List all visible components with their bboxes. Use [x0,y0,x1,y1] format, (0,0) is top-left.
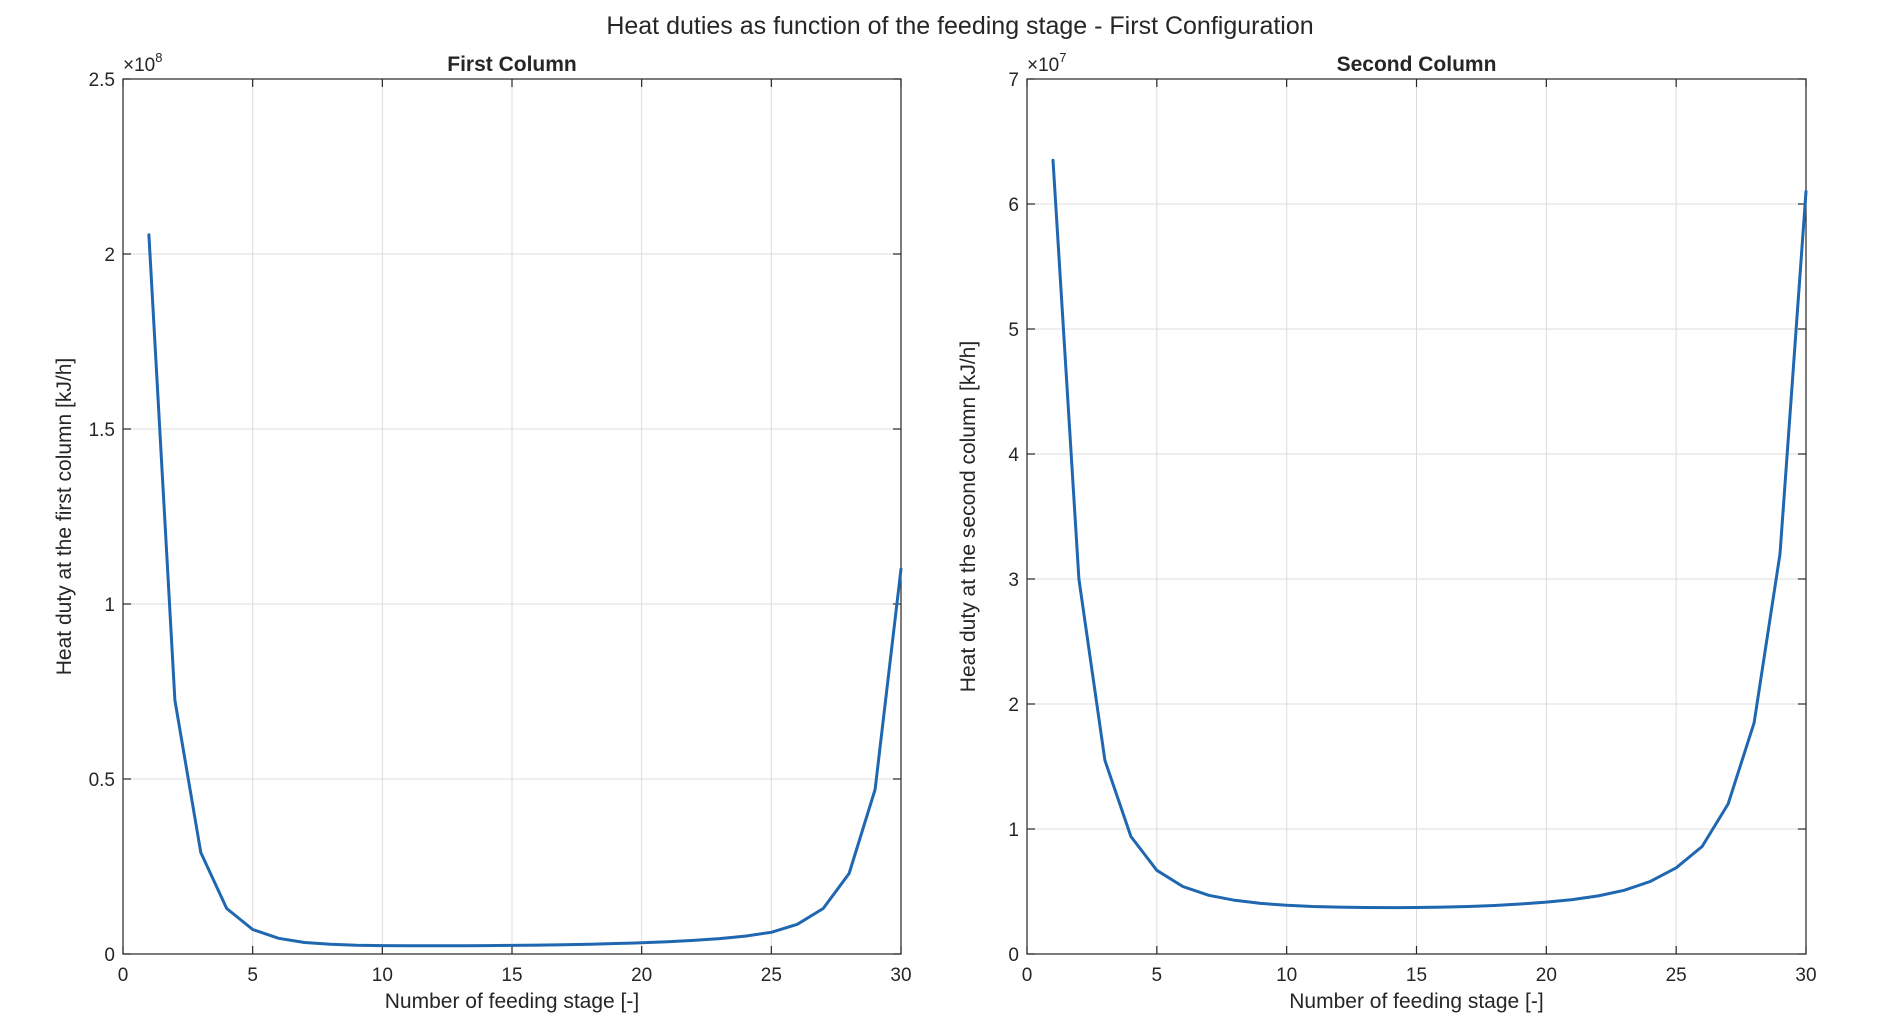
x-tick-label: 10 [1276,965,1297,986]
x-tick-label: 15 [501,965,522,986]
y-tick-label: 6 [1008,195,1019,216]
x-axis-label: Number of feeding stage [-] [1289,990,1543,1013]
y-tick-label: 4 [1008,445,1019,466]
subplot-title: Second Column [1337,53,1497,76]
y-multiplier-exponent: 7 [1059,50,1066,65]
y-tick-label: 2.5 [89,70,115,91]
y-tick-label: 2 [104,245,115,266]
subplot-title: First Column [447,53,577,76]
y-multiplier-base: ×10 [1027,55,1059,76]
x-tick-label: 10 [372,965,393,986]
x-tick-label: 15 [1406,965,1427,986]
y-tick-label: 7 [1008,70,1019,91]
y-tick-label: 5 [1008,320,1019,341]
y-tick-label: 2 [1008,695,1019,716]
figure-title: Heat duties as function of the feeding s… [606,12,1313,40]
first-column-axes: 0 5 10 15 20 25 30 0 0.5 1 1.5 2 2.5 ×108 First Column… [53,50,912,1013]
x-tick-label: 5 [247,965,258,986]
x-tick-label: 25 [1666,965,1687,986]
y-multiplier-base: ×10 [123,55,155,76]
y-tick-label: 0 [104,945,115,966]
x-tick-label: 20 [631,965,652,986]
data-line [1051,158,1808,910]
x-tick-label: 30 [890,965,911,986]
y-tick-label: 0.5 [89,770,115,791]
y-multiplier-exponent: 8 [155,50,162,65]
y-multiplier: ×107 [1027,50,1066,76]
y-axis-label: Heat duty at the first column [kJ/h] [53,358,76,675]
data-line [147,233,903,948]
x-tick-label: 25 [761,965,782,986]
y-tick-label: 1 [104,595,115,616]
x-tick-label: 5 [1152,965,1163,986]
x-tick-label: 30 [1795,965,1816,986]
y-tick-label: 3 [1008,570,1019,591]
y-tick-label: 1.5 [89,420,115,441]
y-multiplier: ×108 [123,50,162,76]
x-axis-label: Number of feeding stage [-] [385,990,639,1013]
y-tick-label: 1 [1008,820,1019,841]
x-tick-label: 20 [1536,965,1557,986]
x-tick-label: 0 [118,965,129,986]
y-tick-label: 0 [1008,945,1019,966]
x-tick-label: 0 [1022,965,1033,986]
y-axis-label: Heat duty at the second column [kJ/h] [957,341,980,692]
